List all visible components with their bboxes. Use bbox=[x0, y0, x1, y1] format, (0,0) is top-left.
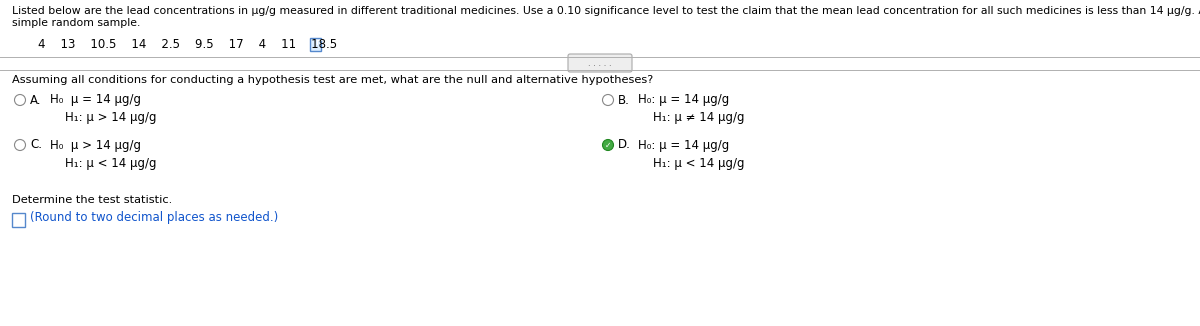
Circle shape bbox=[14, 140, 25, 151]
Text: D.: D. bbox=[618, 139, 631, 152]
Text: 4    13    10.5    14    2.5    9.5    17    4    11    18.5: 4 13 10.5 14 2.5 9.5 17 4 11 18.5 bbox=[38, 38, 337, 51]
Text: Determine the test statistic.: Determine the test statistic. bbox=[12, 195, 173, 205]
Circle shape bbox=[14, 95, 25, 106]
Text: Listed below are the lead concentrations in μg/g measured in different tradition: Listed below are the lead concentrations… bbox=[12, 6, 1200, 16]
FancyBboxPatch shape bbox=[568, 54, 632, 72]
Text: ✓: ✓ bbox=[605, 141, 611, 150]
Text: H₀: μ = 14 μg/g: H₀: μ = 14 μg/g bbox=[638, 94, 730, 107]
Text: Assuming all conditions for conducting a hypothesis test are met, what are the n: Assuming all conditions for conducting a… bbox=[12, 75, 653, 85]
Text: . . . . .: . . . . . bbox=[588, 58, 612, 67]
Text: H₁: μ < 14 μg/g: H₁: μ < 14 μg/g bbox=[653, 156, 744, 170]
Text: H₁: μ ≠ 14 μg/g: H₁: μ ≠ 14 μg/g bbox=[653, 111, 744, 125]
Text: H₀  μ > 14 μg/g: H₀ μ > 14 μg/g bbox=[50, 139, 142, 152]
Text: H₀  μ = 14 μg/g: H₀ μ = 14 μg/g bbox=[50, 94, 142, 107]
Text: H₀: μ = 14 μg/g: H₀: μ = 14 μg/g bbox=[638, 139, 730, 152]
FancyBboxPatch shape bbox=[310, 38, 322, 51]
Text: A.: A. bbox=[30, 94, 42, 107]
Text: (Round to two decimal places as needed.): (Round to two decimal places as needed.) bbox=[30, 212, 278, 225]
FancyBboxPatch shape bbox=[12, 213, 25, 227]
Text: H₁: μ < 14 μg/g: H₁: μ < 14 μg/g bbox=[65, 156, 156, 170]
Text: H₁: μ > 14 μg/g: H₁: μ > 14 μg/g bbox=[65, 111, 156, 125]
Circle shape bbox=[602, 95, 613, 106]
Circle shape bbox=[602, 140, 613, 151]
Text: B.: B. bbox=[618, 94, 630, 107]
Text: simple random sample.: simple random sample. bbox=[12, 18, 140, 28]
Text: C.: C. bbox=[30, 139, 42, 152]
